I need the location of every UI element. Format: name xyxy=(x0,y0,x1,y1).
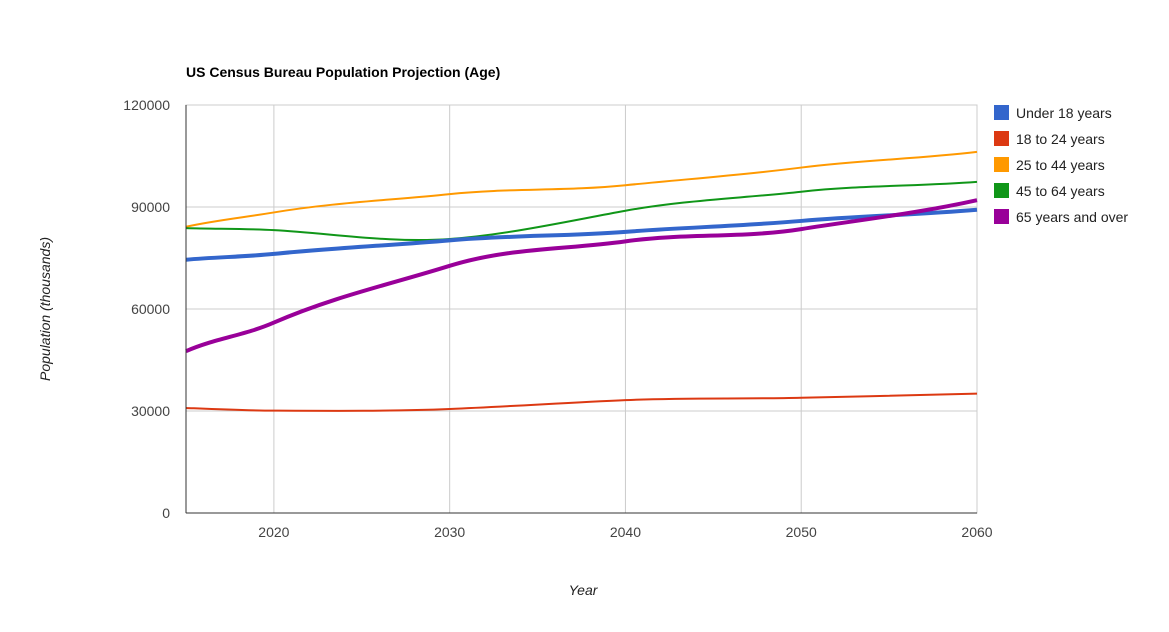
series-line-0 xyxy=(185,207,978,262)
legend: Under 18 years 18 to 24 years 25 to 44 yea… xyxy=(994,105,1128,225)
y-tick-label: 0 xyxy=(162,505,170,521)
axes: 0 30000 60000 90000 120000 2020 2030 2040 2050 20… xyxy=(123,97,992,540)
y-tick-label: 60000 xyxy=(131,301,170,317)
x-tick-label: 2040 xyxy=(610,524,641,540)
x-axis-title: Year xyxy=(569,582,599,598)
y-tick-label: 90000 xyxy=(131,199,170,215)
series-lines xyxy=(185,150,978,412)
legend-swatch xyxy=(994,157,1009,172)
legend-label: Under 18 years xyxy=(1016,105,1112,121)
legend-label: 45 to 64 years xyxy=(1016,183,1105,199)
x-tick-label: 2060 xyxy=(961,524,992,540)
y-tick-label: 120000 xyxy=(123,97,170,113)
chart-title: US Census Bureau Population Projection (… xyxy=(186,64,500,80)
x-tick-label: 2030 xyxy=(434,524,465,540)
series-line-4 xyxy=(185,198,978,353)
x-tick-label: 2050 xyxy=(786,524,817,540)
legend-label: 18 to 24 years xyxy=(1016,131,1105,147)
legend-swatch xyxy=(994,209,1009,224)
legend-swatch xyxy=(994,183,1009,198)
series-line-1 xyxy=(185,392,978,412)
series-line-2 xyxy=(185,150,978,228)
legend-label: 25 to 44 years xyxy=(1016,157,1105,173)
x-tick-label: 2020 xyxy=(258,524,289,540)
y-tick-label: 30000 xyxy=(131,403,170,419)
legend-swatch xyxy=(994,105,1009,120)
y-axis-title: Population (thousands) xyxy=(37,237,53,381)
legend-swatch xyxy=(994,131,1009,146)
series-line-3 xyxy=(185,180,978,242)
legend-label: 65 years and over xyxy=(1016,209,1128,225)
